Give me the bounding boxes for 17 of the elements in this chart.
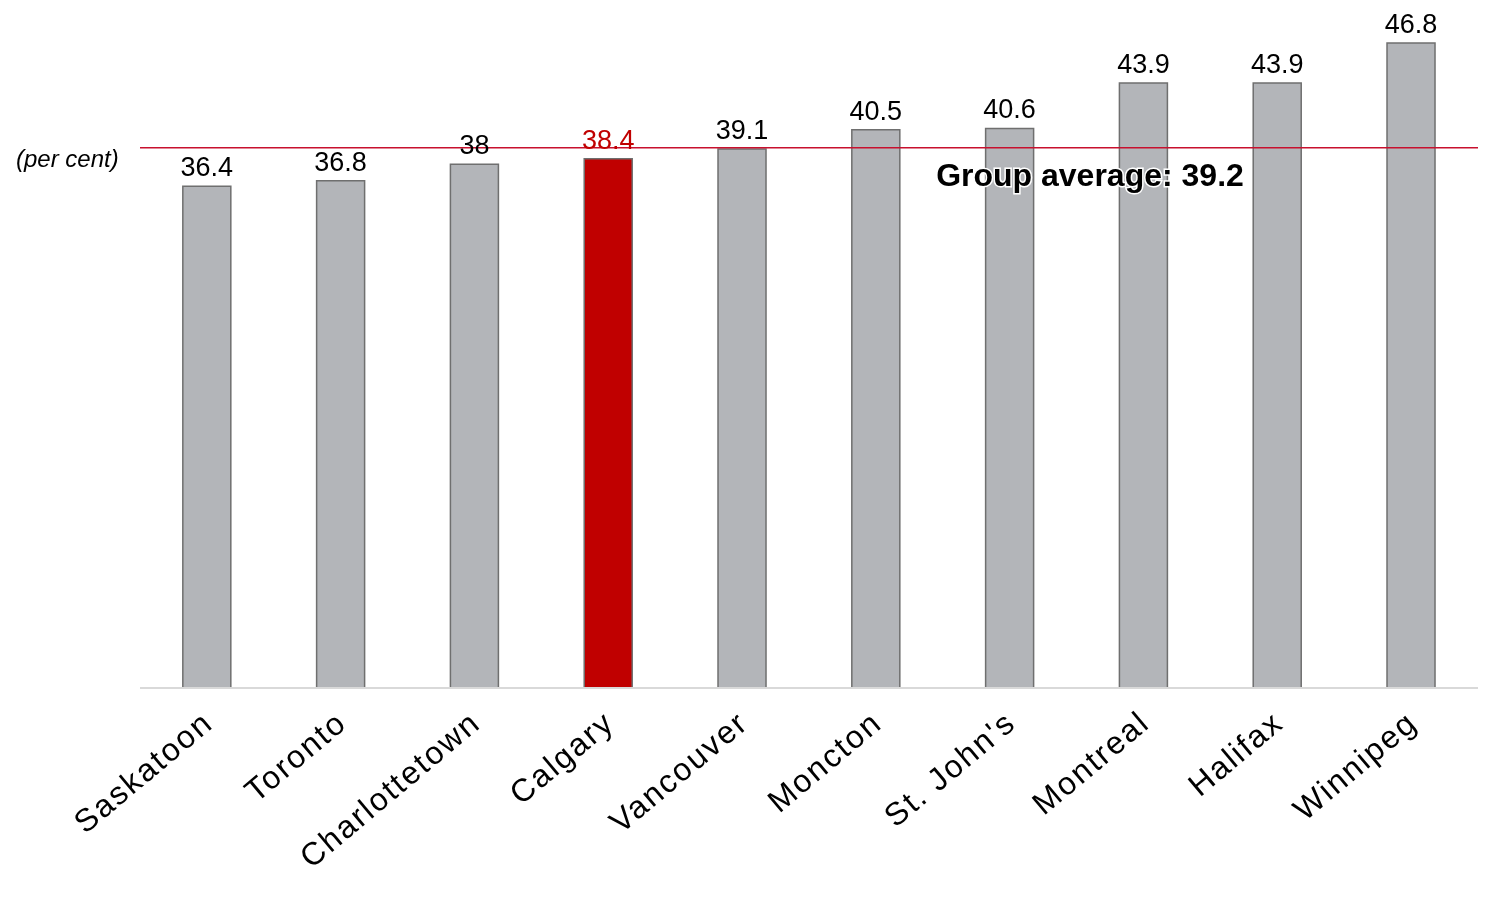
bar [851, 129, 901, 689]
bar [717, 148, 767, 689]
data-label: 43.9 [1250, 48, 1304, 79]
data-label: 43.9 [1117, 48, 1170, 79]
bar [449, 163, 500, 689]
data-label: 40.6 [983, 94, 1036, 125]
data-label: 36.4 [180, 152, 234, 183]
data-label: 39.1 [715, 115, 769, 146]
data-label: 40.5 [849, 95, 903, 126]
bar [315, 180, 366, 689]
bar [182, 185, 232, 689]
data-label: 36.8 [314, 146, 367, 177]
data-label: 46.8 [1384, 9, 1438, 39]
y-axis-title: (per cent) [16, 145, 119, 173]
bar [1252, 82, 1302, 689]
bar [583, 158, 633, 689]
bar [1386, 42, 1436, 689]
